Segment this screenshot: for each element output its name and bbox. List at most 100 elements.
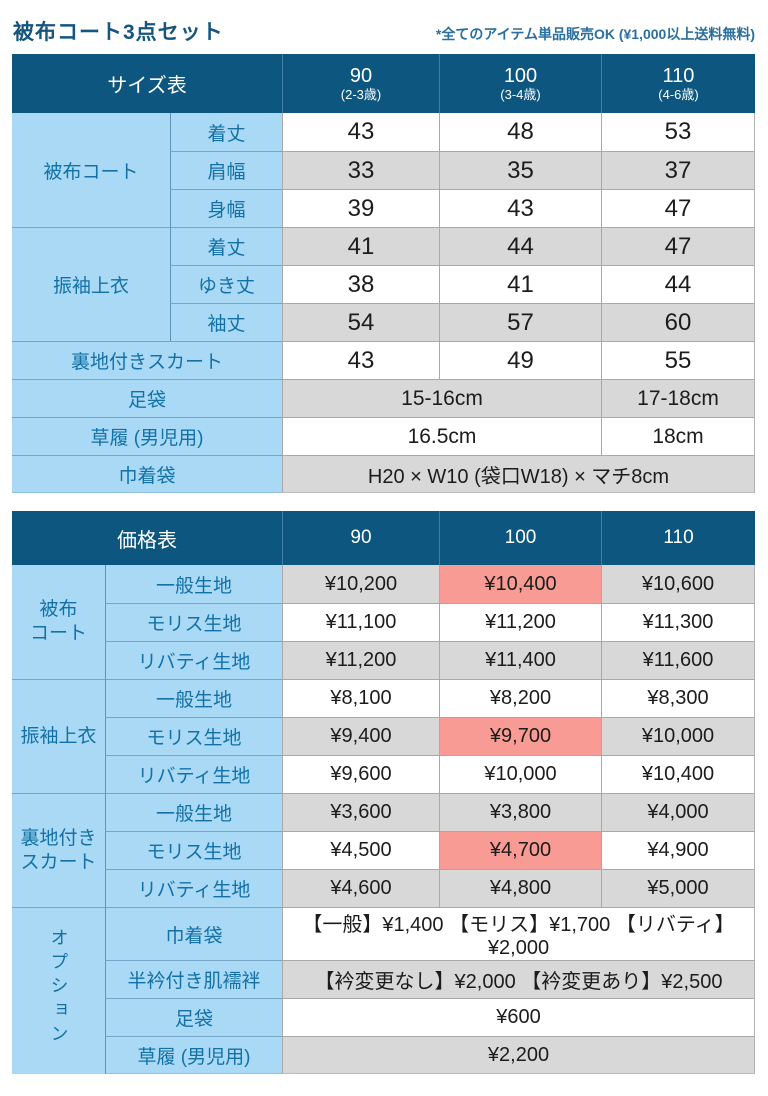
size-cell: 44 (439, 227, 601, 265)
row-label: 半衿付き肌襦袢 (105, 960, 282, 998)
size-cell: 43 (439, 189, 601, 227)
price-cell: ¥3,600 (282, 793, 439, 831)
size-cell: 47 (601, 189, 755, 227)
page-header: 被布コート3点セット *全てのアイテム単品販売OK (¥1,000以上送料無料) (13, 16, 755, 46)
size-col-header-110: 110 (4-6歳) (601, 54, 755, 113)
row-label: 肩幅 (170, 151, 282, 189)
price-cell: ¥4,800 (439, 869, 601, 907)
price-cell: ¥9,400 (282, 717, 439, 755)
row-label-lined-skirt: 裏地付きスカート (12, 341, 282, 379)
price-cell: ¥9,600 (282, 755, 439, 793)
price-col-header-100: 100 (439, 511, 601, 565)
row-label-tabi: 足袋 (12, 379, 282, 417)
row-label: モリス生地 (105, 717, 282, 755)
price-cell-highlight: ¥9,700 (439, 717, 601, 755)
row-label-kinchaku: 巾着袋 (12, 455, 282, 493)
size-cell: 33 (282, 151, 439, 189)
price-cell: ¥10,200 (282, 565, 439, 603)
table-gap (0, 493, 768, 511)
size-cell: 15-16cm (282, 379, 601, 417)
price-cell: ¥11,200 (282, 641, 439, 679)
price-cell: ¥4,000 (601, 793, 755, 831)
row-label: 身幅 (170, 189, 282, 227)
row-label: 一般生地 (105, 565, 282, 603)
size-cell: 43 (282, 113, 439, 151)
row-label: リバティ生地 (105, 869, 282, 907)
size-cell: H20 × W10 (袋口W18) × マチ8cm (282, 455, 755, 493)
price-cell: ¥11,200 (439, 603, 601, 641)
row-label-zori: 草履 (男児用) (12, 417, 282, 455)
page-title: 被布コート3点セット (13, 21, 224, 44)
size-col-header-90: 90 (2-3歳) (282, 54, 439, 113)
size-cell: 35 (439, 151, 601, 189)
price-cell: ¥10,000 (439, 755, 601, 793)
price-cell: ¥10,000 (601, 717, 755, 755)
price-table-title: 価格表 (12, 511, 282, 565)
row-label: リバティ生地 (105, 755, 282, 793)
size-table-title: サイズ表 (12, 54, 282, 113)
group-label-furisode-top: 振袖上衣 (12, 227, 170, 341)
row-label: モリス生地 (105, 603, 282, 641)
price-cell-highlight: ¥10,400 (439, 565, 601, 603)
row-label: 袖丈 (170, 303, 282, 341)
size-cell: 60 (601, 303, 755, 341)
size-cell: 39 (282, 189, 439, 227)
option-value: ¥600 (282, 998, 755, 1036)
row-label: 巾着袋 (105, 907, 282, 960)
row-label: ゆき丈 (170, 265, 282, 303)
options-vertical-label: オプション (48, 928, 69, 1048)
size-cell: 37 (601, 151, 755, 189)
size-cell: 48 (439, 113, 601, 151)
row-label: 一般生地 (105, 679, 282, 717)
price-cell: ¥4,900 (601, 831, 755, 869)
row-label: 着丈 (170, 227, 282, 265)
group-label-hifu-coat: 被布 コート (12, 565, 105, 679)
size-cell: 41 (282, 227, 439, 265)
price-cell: ¥3,800 (439, 793, 601, 831)
price-col-header-90: 90 (282, 511, 439, 565)
row-label: 草履 (男児用) (105, 1036, 282, 1074)
option-value: 【衿変更なし】¥2,000 【衿変更あり】¥2,500 (282, 960, 755, 998)
row-label: モリス生地 (105, 831, 282, 869)
size-cell: 54 (282, 303, 439, 341)
size-cell: 17-18cm (601, 379, 755, 417)
size-cell: 18cm (601, 417, 755, 455)
size-cell: 43 (282, 341, 439, 379)
price-table: 価格表 90 100 110 被布 コート 一般生地 ¥10,200 ¥10,4… (12, 511, 755, 1074)
size-cell: 49 (439, 341, 601, 379)
size-cell: 55 (601, 341, 755, 379)
price-cell: ¥8,100 (282, 679, 439, 717)
price-col-header-110: 110 (601, 511, 755, 565)
row-label: 一般生地 (105, 793, 282, 831)
option-value: 【一般】¥1,400 【モリス】¥1,700 【リバティ】¥2,000 (282, 907, 755, 960)
size-cell: 41 (439, 265, 601, 303)
price-cell: ¥11,100 (282, 603, 439, 641)
price-cell: ¥11,300 (601, 603, 755, 641)
sale-note: *全てのアイテム単品販売OK (¥1,000以上送料無料) (435, 26, 755, 42)
row-label: リバティ生地 (105, 641, 282, 679)
group-label-lined-skirt: 裏地付き スカート (12, 793, 105, 907)
size-cell: 38 (282, 265, 439, 303)
size-cell: 44 (601, 265, 755, 303)
price-cell: ¥11,400 (439, 641, 601, 679)
price-cell: ¥4,500 (282, 831, 439, 869)
price-cell-highlight: ¥4,700 (439, 831, 601, 869)
option-value: ¥2,200 (282, 1036, 755, 1074)
price-cell: ¥11,600 (601, 641, 755, 679)
row-label: 足袋 (105, 998, 282, 1036)
size-cell: 53 (601, 113, 755, 151)
price-cell: ¥8,200 (439, 679, 601, 717)
price-cell: ¥5,000 (601, 869, 755, 907)
group-label-furisode-top: 振袖上衣 (12, 679, 105, 793)
row-label: 着丈 (170, 113, 282, 151)
group-label-options: オプション (12, 907, 105, 1074)
price-cell: ¥10,400 (601, 755, 755, 793)
group-label-hifu-coat: 被布コート (12, 113, 170, 227)
price-cell: ¥8,300 (601, 679, 755, 717)
price-cell: ¥10,600 (601, 565, 755, 603)
size-cell: 57 (439, 303, 601, 341)
price-cell: ¥4,600 (282, 869, 439, 907)
size-cell: 47 (601, 227, 755, 265)
size-table: サイズ表 90 (2-3歳) 100 (3-4歳) 110 (4-6歳) 被布コ… (12, 54, 755, 493)
size-cell: 16.5cm (282, 417, 601, 455)
